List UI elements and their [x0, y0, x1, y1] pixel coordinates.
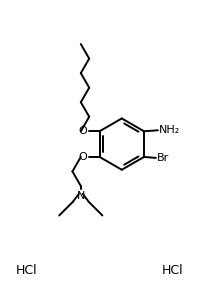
- Text: NH₂: NH₂: [159, 125, 180, 135]
- Text: HCl: HCl: [16, 264, 38, 277]
- Text: O: O: [78, 126, 87, 136]
- Text: HCl: HCl: [161, 264, 183, 277]
- Text: N: N: [77, 191, 85, 201]
- Text: Br: Br: [157, 153, 169, 163]
- Text: O: O: [78, 152, 87, 162]
